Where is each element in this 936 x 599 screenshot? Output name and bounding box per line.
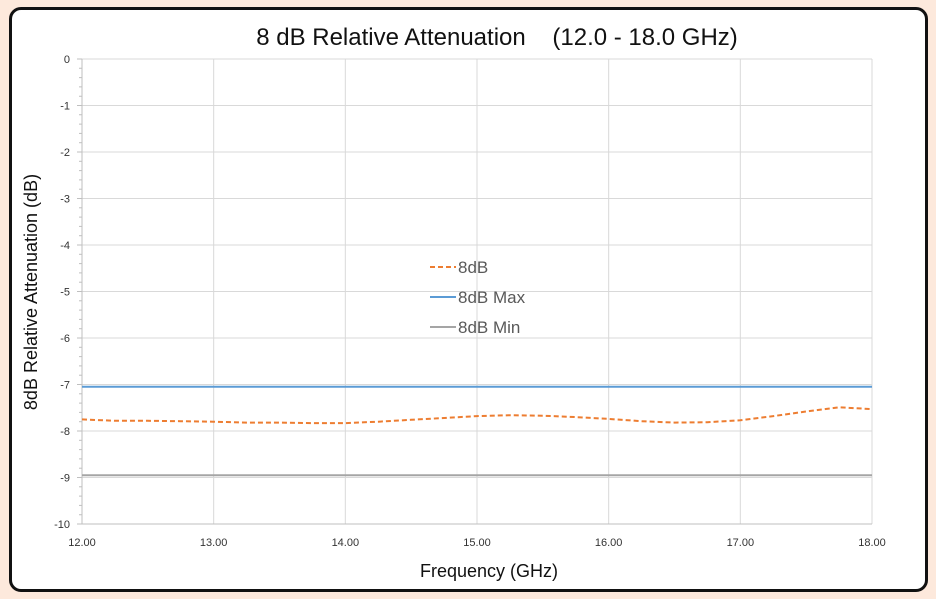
x-tick-label: 15.00 bbox=[463, 537, 491, 549]
y-tick-label: -9 bbox=[60, 473, 70, 485]
y-tick-label: -6 bbox=[60, 333, 70, 345]
chart-frame: 0 -1 -2 -3 -4 -5 -6 -7 -8 -9 -10 12.00 13.00 14.00 15.… bbox=[9, 7, 928, 592]
x-axis-title: Frequency (GHz) bbox=[420, 561, 558, 581]
y-tick-label: -7 bbox=[60, 380, 70, 392]
y-tick-label: -3 bbox=[60, 194, 70, 206]
y-tick-label: 0 bbox=[64, 54, 70, 66]
legend-label: 8dB Max bbox=[458, 288, 526, 307]
legend-label: 8dB Min bbox=[458, 318, 520, 337]
y-tick-label: -1 bbox=[60, 101, 70, 113]
series-line-8db bbox=[81, 406, 873, 425]
y-tick-label: -5 bbox=[60, 287, 70, 299]
legend: 8dB 8dB Max 8dB Min bbox=[430, 258, 526, 337]
y-tick-label: -4 bbox=[60, 240, 70, 252]
y-tick-label: -10 bbox=[54, 519, 70, 531]
x-tick-label: 12.00 bbox=[68, 537, 96, 549]
y-tick-label: -8 bbox=[60, 426, 70, 438]
x-tick-label: 17.00 bbox=[727, 537, 755, 549]
x-tick-label: 14.00 bbox=[332, 537, 360, 549]
y-axis-title: 8dB Relative Attenuation (dB) bbox=[21, 174, 41, 410]
legend-label: 8dB bbox=[458, 258, 488, 277]
series-group bbox=[81, 385, 873, 477]
chart-title: 8 dB Relative Attenuation (12.0 - 18.0 G… bbox=[256, 24, 738, 51]
x-tick-label: 13.00 bbox=[200, 537, 228, 549]
chart-svg: 0 -1 -2 -3 -4 -5 -6 -7 -8 -9 -10 12.00 13.00 14.00 15.… bbox=[21, 24, 886, 581]
y-tick-label: -2 bbox=[60, 147, 70, 159]
x-tick-label: 18.00 bbox=[858, 537, 886, 549]
x-tick-label: 16.00 bbox=[595, 537, 623, 549]
axes: 0 -1 -2 -3 -4 -5 -6 -7 -8 -9 -10 12.00 13.00 14.00 15.… bbox=[54, 54, 886, 549]
